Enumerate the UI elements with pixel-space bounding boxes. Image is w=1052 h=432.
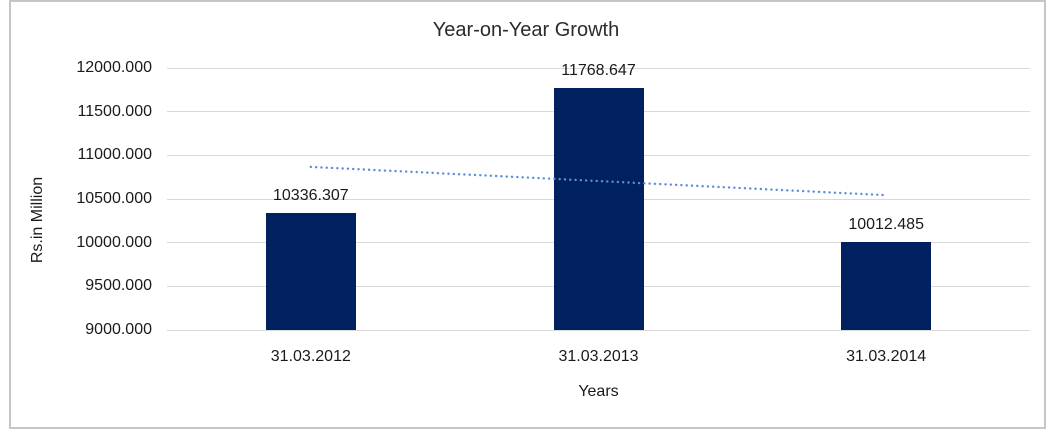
x-axis-title: Years xyxy=(578,383,619,400)
x-tick-label: 31.03.2012 xyxy=(270,348,351,365)
y-tick-label: 10000.000 xyxy=(76,233,152,251)
chart-title: Year-on-Year Growth xyxy=(432,19,620,41)
gridline xyxy=(167,329,1030,331)
bar xyxy=(553,88,644,330)
bar-data-label: 10336.307 xyxy=(273,187,349,205)
bar-data-label: 10012.485 xyxy=(848,215,924,233)
y-tick-label: 9000.000 xyxy=(85,321,152,338)
x-tick-label: 31.03.2014 xyxy=(846,348,927,365)
bar xyxy=(265,213,356,330)
y-tick-label: 10500.000 xyxy=(76,190,152,207)
x-tick-label: 31.03.2013 xyxy=(558,348,639,365)
gridline xyxy=(167,67,1030,69)
y-tick-label: 9500.000 xyxy=(85,277,152,295)
y-tick-label: 11500.000 xyxy=(77,102,152,120)
y-tick-label: 12000.000 xyxy=(76,59,152,76)
bar-data-label: 11768.647 xyxy=(561,62,636,80)
y-tick-label: 11000.000 xyxy=(77,146,152,164)
bar xyxy=(841,241,932,330)
